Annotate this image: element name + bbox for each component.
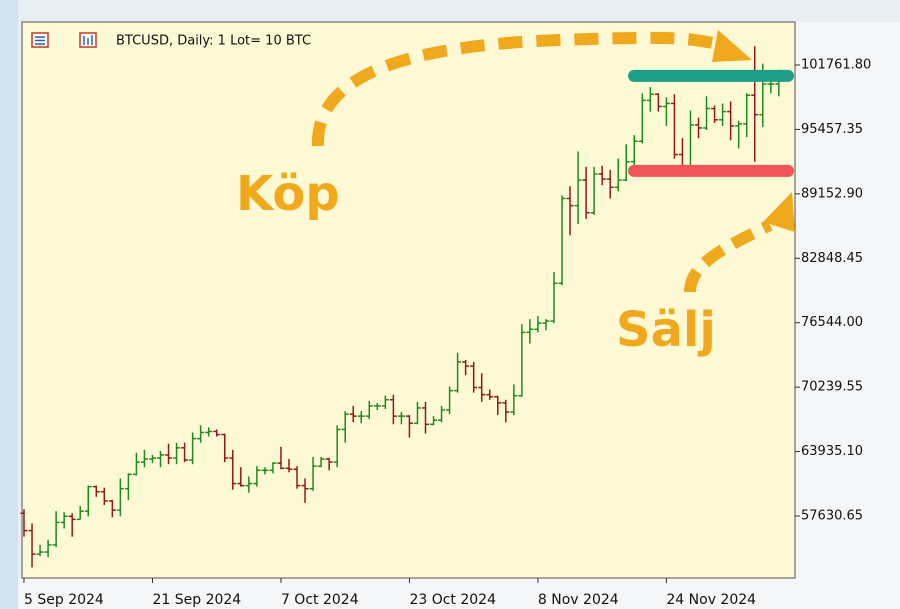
y-tick-label: 76544.00 xyxy=(801,315,863,330)
annotation: Sälj xyxy=(616,302,716,358)
x-tick-label: 8 Nov 2024 xyxy=(538,592,619,608)
y-tick-label: 101761.80 xyxy=(801,58,871,73)
plot-area xyxy=(21,21,796,579)
arrowhead xyxy=(763,192,795,232)
left-strip xyxy=(0,0,18,609)
x-tick-label: 23 Oct 2024 xyxy=(409,592,496,608)
arrows xyxy=(311,31,773,293)
y-tick-label: 63935.10 xyxy=(801,444,863,459)
y-tick-label: 82848.45 xyxy=(801,251,863,266)
time-axis-area xyxy=(18,578,796,609)
x-tick-label: 5 Sep 2024 xyxy=(24,592,104,608)
chart-title: BTCUSD, Daily: 1 Lot= 10 BTC xyxy=(116,34,311,49)
header-icons xyxy=(31,32,97,48)
arrowhead xyxy=(712,30,752,62)
y-tick-label: 57630.65 xyxy=(801,508,863,523)
annotation: Köp xyxy=(236,166,340,222)
y-tick-label: 70239.55 xyxy=(801,380,863,395)
x-tick-label: 24 Nov 2024 xyxy=(666,592,756,608)
x-tick-label: 7 Oct 2024 xyxy=(281,592,359,608)
price-axis-area xyxy=(796,22,900,609)
x-tick-label: 21 Sep 2024 xyxy=(152,592,241,608)
y-tick-label: 95457.35 xyxy=(801,122,863,137)
y-tick-label: 89152.90 xyxy=(801,186,863,201)
